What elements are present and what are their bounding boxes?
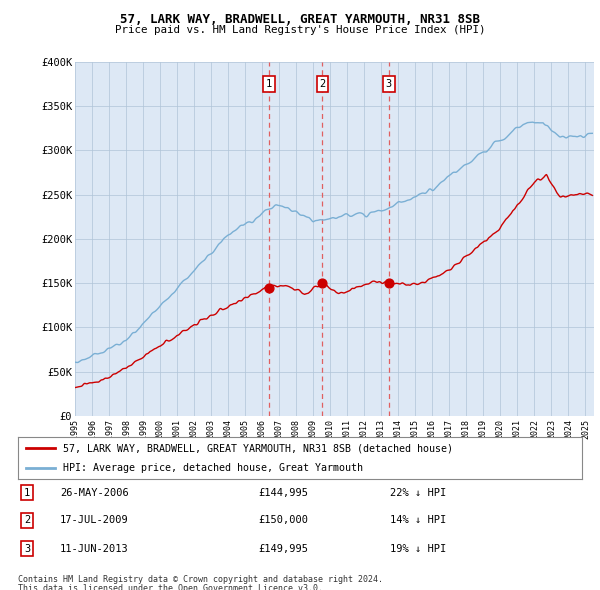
Text: 57, LARK WAY, BRADWELL, GREAT YARMOUTH, NR31 8SB: 57, LARK WAY, BRADWELL, GREAT YARMOUTH, … — [120, 13, 480, 26]
Text: 22% ↓ HPI: 22% ↓ HPI — [390, 488, 446, 497]
Text: This data is licensed under the Open Government Licence v3.0.: This data is licensed under the Open Gov… — [18, 584, 323, 590]
Text: 1: 1 — [266, 79, 272, 89]
Text: £144,995: £144,995 — [258, 488, 308, 497]
Text: 2: 2 — [24, 516, 30, 525]
Text: HPI: Average price, detached house, Great Yarmouth: HPI: Average price, detached house, Grea… — [63, 463, 363, 473]
Text: 3: 3 — [24, 544, 30, 553]
Text: 17-JUL-2009: 17-JUL-2009 — [60, 516, 129, 525]
Text: 19% ↓ HPI: 19% ↓ HPI — [390, 544, 446, 553]
Text: Contains HM Land Registry data © Crown copyright and database right 2024.: Contains HM Land Registry data © Crown c… — [18, 575, 383, 584]
Text: 26-MAY-2006: 26-MAY-2006 — [60, 488, 129, 497]
Point — [384, 278, 394, 288]
Text: £149,995: £149,995 — [258, 544, 308, 553]
Text: 57, LARK WAY, BRADWELL, GREAT YARMOUTH, NR31 8SB (detached house): 57, LARK WAY, BRADWELL, GREAT YARMOUTH, … — [63, 443, 453, 453]
Text: 2: 2 — [319, 79, 326, 89]
Text: £150,000: £150,000 — [258, 516, 308, 525]
Point — [264, 283, 274, 293]
Text: 11-JUN-2013: 11-JUN-2013 — [60, 544, 129, 553]
Text: 1: 1 — [24, 488, 30, 497]
Point — [317, 278, 327, 288]
Text: 14% ↓ HPI: 14% ↓ HPI — [390, 516, 446, 525]
Text: 3: 3 — [386, 79, 392, 89]
Text: Price paid vs. HM Land Registry's House Price Index (HPI): Price paid vs. HM Land Registry's House … — [115, 25, 485, 35]
